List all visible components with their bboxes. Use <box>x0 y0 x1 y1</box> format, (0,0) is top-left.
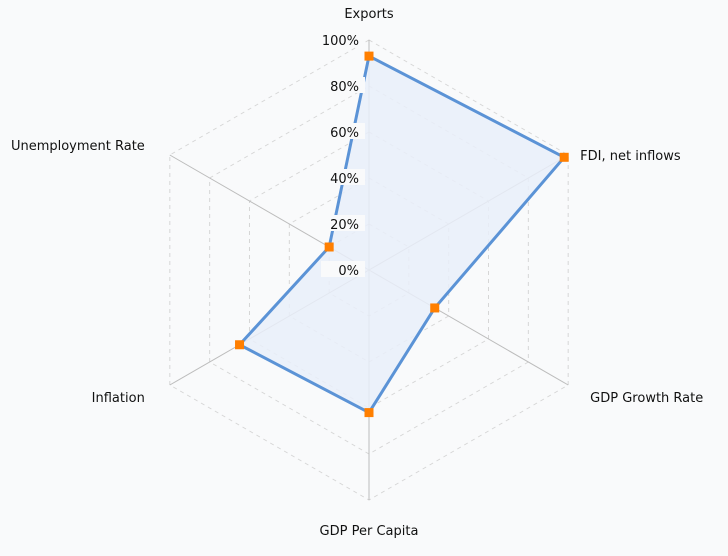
tick-label-bg <box>321 215 365 231</box>
tick-label: 60% <box>330 126 359 141</box>
tick-label: 0% <box>338 264 359 279</box>
axis-label: GDP Per Capita <box>320 524 419 539</box>
radial-tick-labels: 0% 20% 40% 60% 80% 100% <box>321 31 365 279</box>
tick-label-bg <box>321 169 365 185</box>
data-series <box>235 51 569 418</box>
tick-label-bg <box>321 261 365 277</box>
data-point[interactable] <box>324 242 334 252</box>
tick-label-bg <box>321 31 365 47</box>
tick-label: 40% <box>330 172 359 187</box>
axis-label: GDP Growth Rate <box>590 391 703 406</box>
axis-labels: Exports FDI, net inflows GDP Growth Rate GD… <box>11 7 703 539</box>
axis-label: Unemployment Rate <box>11 139 145 154</box>
axis-label: FDI, net inflows <box>580 149 681 164</box>
tick-label: 100% <box>322 34 359 49</box>
data-point[interactable] <box>559 152 569 162</box>
tick-label: 20% <box>330 218 359 233</box>
axis-label: Inflation <box>92 391 145 406</box>
tick-label-bg <box>321 77 365 93</box>
data-point[interactable] <box>430 303 440 313</box>
data-point[interactable] <box>364 408 374 418</box>
data-point[interactable] <box>235 340 245 350</box>
data-point[interactable] <box>364 51 374 61</box>
series-area <box>238 54 566 415</box>
tick-label: 80% <box>330 80 359 95</box>
tick-label-bg <box>321 123 365 139</box>
axis-label: Exports <box>344 7 394 22</box>
